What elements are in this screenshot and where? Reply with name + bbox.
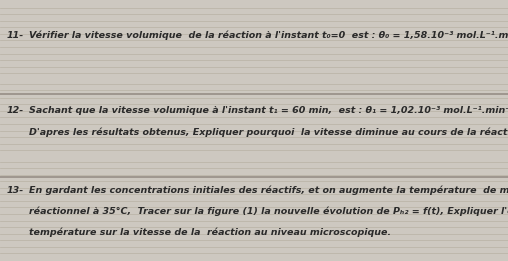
Text: réactionnel à 35°C,  Tracer sur la figure (1) la nouvelle évolution de Pₕ₂ = f(t: réactionnel à 35°C, Tracer sur la figure… <box>29 207 508 216</box>
Text: 11-: 11- <box>6 31 23 40</box>
Text: Vérifier la vitesse volumique  de la réaction à l'instant t₀=0  est : θ₀ = 1,58.: Vérifier la vitesse volumique de la réac… <box>29 31 508 40</box>
Text: D'apres les résultats obtenus, Expliquer pourquoi  la vitesse diminue au cours d: D'apres les résultats obtenus, Expliquer… <box>29 127 508 137</box>
Text: Sachant que la vitesse volumique à l'instant t₁ = 60 min,  est : θ₁ = 1,02.10⁻³ : Sachant que la vitesse volumique à l'ins… <box>29 106 508 115</box>
Text: 12-: 12- <box>6 106 23 115</box>
Text: 13-: 13- <box>6 186 23 195</box>
Text: En gardant les concentrations initiales des réactifs, et on augmente la températ: En gardant les concentrations initiales … <box>29 186 508 195</box>
Text: température sur la vitesse de la  réaction au niveau microscopique.: température sur la vitesse de la réactio… <box>29 228 392 237</box>
